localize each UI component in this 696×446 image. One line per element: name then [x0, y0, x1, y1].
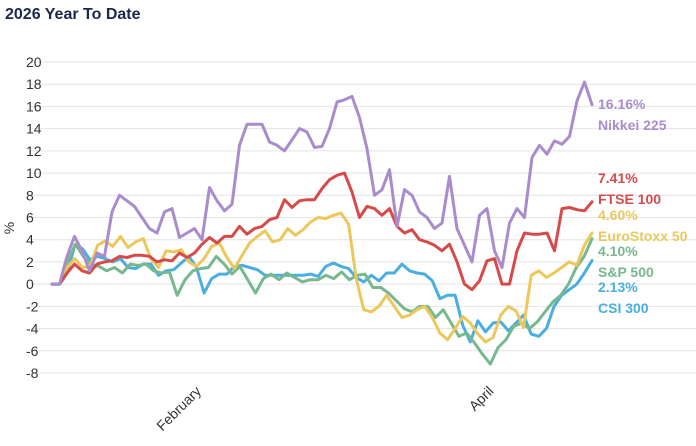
y-tick-label: 2: [26, 254, 34, 270]
x-tick-label: February: [153, 383, 204, 434]
legend-value: 2.13%: [598, 279, 638, 295]
y-tick-label: 14: [26, 121, 42, 137]
y-tick-label: 16: [26, 98, 42, 114]
y-tick-label: 10: [26, 165, 42, 181]
legend-name: CSI 300: [598, 300, 649, 316]
y-tick-label: 12: [26, 143, 42, 159]
y-tick-label: 0: [26, 276, 34, 292]
legend-value: 16.16%: [598, 96, 646, 112]
y-tick-label: 6: [26, 210, 34, 226]
legend-name: S&P 500: [598, 264, 654, 280]
y-tick-label: 8: [26, 187, 34, 203]
y-tick-label: 20: [26, 54, 42, 70]
y-tick-label: -2: [26, 298, 39, 314]
legend-name: Nikkei 225: [598, 117, 667, 133]
series-line-nikkei-225: [50, 80, 594, 286]
legend-value: 4.10%: [598, 243, 638, 259]
legend-name: FTSE 100: [598, 191, 661, 207]
legend-value: 4.60%: [598, 207, 638, 223]
legend-name: EuroStoxx 50: [598, 228, 688, 244]
y-axis-label: %: [1, 222, 17, 234]
x-tick-label: April: [465, 383, 496, 414]
y-tick-label: -6: [26, 343, 39, 359]
x-axis-ticks: February April: [153, 383, 496, 434]
series-line-eurostoxx-50: [50, 211, 594, 344]
gridlines: [30, 61, 696, 374]
y-tick-label: 18: [26, 76, 42, 92]
series-line-csi-300: [50, 243, 594, 344]
series-line-ftse-100: [50, 171, 594, 292]
y-tick-label: 4: [26, 232, 34, 248]
legend-value: 7.41%: [598, 170, 638, 186]
y-tick-label: -4: [26, 321, 39, 337]
series-lines: [50, 80, 594, 366]
y-tick-label: -8: [26, 365, 39, 381]
chart-title: 2026 Year To Date: [5, 6, 141, 23]
series-line-s-p-500: [50, 237, 594, 366]
